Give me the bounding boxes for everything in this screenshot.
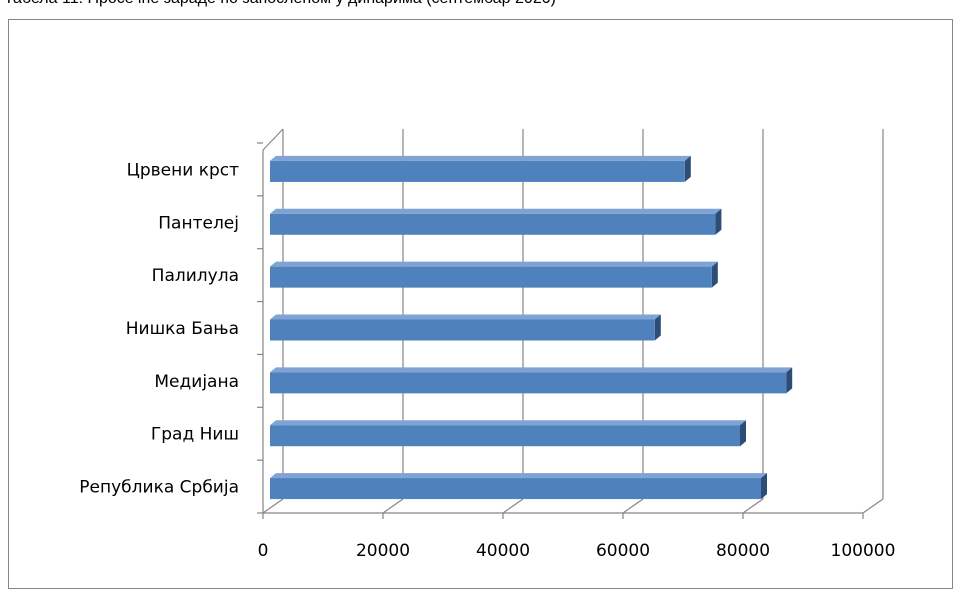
- x-tick-label: 40000: [476, 541, 530, 561]
- bar-top-face: [270, 261, 718, 267]
- bar-top-face: [270, 420, 746, 426]
- bar-front-face: [270, 478, 761, 500]
- bar-6: [270, 155, 691, 182]
- category-label: Палилула: [152, 266, 239, 286]
- gridline-floor: [262, 498, 284, 514]
- bar-end-face: [761, 473, 767, 500]
- bar-end-face: [786, 367, 793, 394]
- category-label: Пантелеј: [158, 213, 239, 233]
- bar-4: [270, 261, 718, 288]
- bar-front-face: [270, 213, 716, 235]
- labels: Република Србија Град Ниш Медијана Нишка Ба…: [79, 160, 895, 561]
- bar-front-face: [270, 319, 655, 341]
- bar-end-face: [711, 261, 718, 288]
- bar-2: [270, 367, 793, 394]
- gridline-floor: [382, 498, 404, 514]
- bar-top-face: [270, 314, 661, 320]
- category-label: Медијана: [154, 372, 239, 392]
- category-label: Црвени крст: [127, 160, 239, 180]
- gridline-floor: [502, 498, 524, 514]
- bar-3: [270, 314, 661, 341]
- category-label: Нишка Бања: [126, 319, 239, 339]
- bar-end-face: [715, 208, 722, 235]
- bar-top-face: [270, 367, 793, 373]
- x-tick-label: 60000: [596, 541, 650, 561]
- x-tick-label: 80000: [716, 541, 770, 561]
- x-tick-label: 0: [258, 541, 269, 561]
- gridline-floor: [742, 498, 764, 514]
- axes: [257, 128, 864, 519]
- bar-front-face: [270, 160, 685, 182]
- bar-top-face: [270, 473, 767, 479]
- bar-end-face: [740, 420, 746, 447]
- gridline-floor: [622, 498, 644, 514]
- bar-front-face: [270, 372, 787, 394]
- bar-1: [270, 420, 746, 447]
- bar-end-face: [684, 155, 691, 182]
- table-caption: Табела 11: Просечне зараде по запосленом…: [4, 0, 556, 8]
- bar-top-face: [270, 155, 691, 161]
- x-tick-label: 20000: [356, 541, 410, 561]
- x-tick-label: 100000: [831, 541, 896, 561]
- bar-front-face: [270, 266, 712, 288]
- category-label: Република Србија: [79, 478, 239, 498]
- category-label: Град Ниш: [151, 425, 239, 445]
- bar-top-face: [270, 208, 722, 214]
- bar-front-face: [270, 425, 740, 447]
- bar-end-face: [654, 314, 661, 341]
- wall-corner-line: [262, 128, 284, 151]
- bar-5: [270, 208, 722, 235]
- gridline-floor: [862, 498, 884, 514]
- bar-0: [270, 473, 767, 500]
- bars: [270, 155, 793, 500]
